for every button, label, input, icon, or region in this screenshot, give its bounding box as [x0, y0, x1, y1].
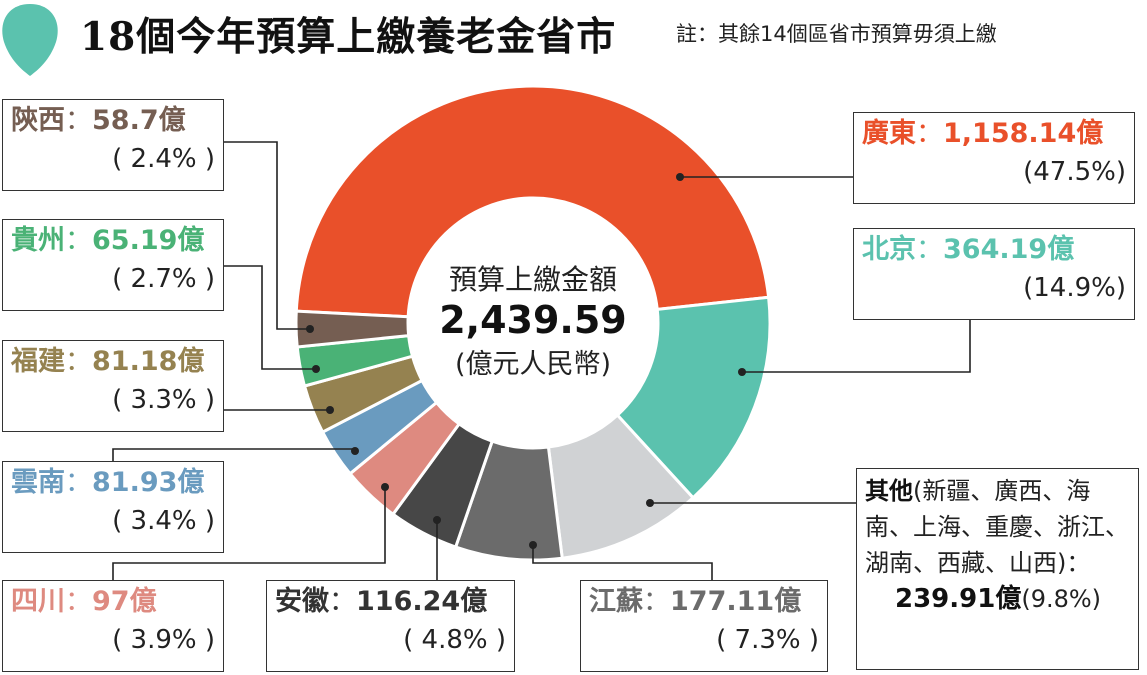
sep-guizhou: ：	[65, 225, 92, 256]
value-yunnan: 81.93億	[92, 467, 205, 498]
chart-title: 18個今年預算上繳養老金省市	[80, 14, 617, 60]
leader-dot-guangdong	[676, 173, 684, 181]
donut-center: 預算上繳金額 2,439.59 (億元人民幣)	[423, 258, 643, 381]
name-fujian: 福建	[11, 346, 65, 377]
pct-anhui: ( 4.8% )	[403, 625, 506, 655]
value-guangdong: 1,158.14億	[943, 118, 1104, 149]
sep-jiangsu: ：	[643, 586, 670, 617]
leader-shaanxi	[223, 141, 310, 330]
detail-others: (新疆、廣西、海南、上海、重慶、浙江、湖南、西藏、山西)：	[865, 477, 1129, 577]
leader-sichuan	[112, 487, 386, 582]
value-others: 239.91億	[895, 584, 1022, 614]
label-others: 其他(新疆、廣西、海南、上海、重慶、浙江、湖南、西藏、山西)： 239.91億(…	[856, 468, 1139, 670]
pct-others: (9.8%)	[1021, 585, 1102, 613]
value-sichuan: 97億	[92, 586, 157, 617]
pct-sichuan: ( 3.9% )	[112, 625, 215, 655]
name-shaanxi: 陝西	[11, 105, 65, 136]
leader-dot-guizhou	[312, 365, 320, 373]
footnote: 註：其餘14個區省市預算毋須上繳	[676, 22, 997, 46]
name-sichuan: 四川	[11, 586, 65, 617]
label-guangdong: 廣東：1,158.14億 (47.5%)	[853, 112, 1135, 204]
pct-yunnan: ( 3.4% )	[112, 506, 215, 536]
value-beijing: 364.19億	[943, 234, 1075, 265]
sep-anhui: ：	[329, 586, 356, 617]
label-anhui: 安徽：116.24億 ( 4.8% )	[266, 580, 515, 672]
value-shaanxi: 58.7億	[92, 105, 186, 136]
drop-icon	[2, 4, 58, 76]
donut-hole	[408, 198, 658, 448]
pct-jiangsu: ( 7.3% )	[716, 625, 819, 655]
name-anhui: 安徽	[275, 586, 329, 617]
value-anhui: 116.24億	[356, 586, 488, 617]
leader-dot-anhui	[433, 516, 441, 524]
sep-fujian: ：	[65, 346, 92, 377]
sep-guangdong: ：	[916, 118, 943, 149]
leader-dot-shaanxi	[306, 325, 314, 333]
leader-dot-others	[646, 499, 654, 507]
pct-shaanxi: ( 2.4% )	[112, 144, 215, 174]
pct-beijing: (14.9%)	[1023, 273, 1126, 303]
sep-yunnan: ：	[65, 467, 92, 498]
label-yunnan: 雲南：81.93億 ( 3.4% )	[2, 461, 224, 553]
name-guizhou: 貴州	[11, 225, 65, 256]
name-beijing: 北京	[862, 234, 916, 265]
label-guizhou: 貴州：65.19億 ( 2.7% )	[2, 219, 224, 311]
leader-dot-fujian	[326, 406, 334, 414]
pct-fujian: ( 3.3% )	[112, 385, 215, 415]
label-fujian: 福建：81.18億 ( 3.3% )	[2, 340, 224, 432]
name-jiangsu: 江蘇	[589, 586, 643, 617]
sep-beijing: ：	[916, 234, 943, 265]
center-unit: (億元人民幣)	[454, 349, 612, 380]
center-label: 預算上繳金額	[448, 263, 617, 296]
name-yunnan: 雲南	[11, 467, 65, 498]
pct-guizhou: ( 2.7% )	[112, 264, 215, 294]
value-fujian: 81.18億	[92, 346, 205, 377]
value-jiangsu: 177.11億	[670, 586, 802, 617]
sep-shaanxi: ：	[65, 105, 92, 136]
pct-guangdong: (47.5%)	[1023, 157, 1126, 187]
leader-dot-yunnan	[351, 447, 359, 455]
center-total: 2,439.59	[439, 298, 627, 342]
leader-dot-jiangsu	[529, 541, 537, 549]
value-guizhou: 65.19億	[92, 225, 205, 256]
leader-dot-beijing	[738, 368, 746, 376]
leader-jiangsu	[532, 545, 713, 582]
leader-guizhou	[223, 265, 316, 370]
leader-beijing	[742, 318, 971, 373]
name-others: 其他	[865, 477, 913, 505]
leader-dot-sichuan	[381, 483, 389, 491]
label-shaanxi: 陝西：58.7億 ( 2.4% )	[2, 99, 224, 191]
label-sichuan: 四川：97億 ( 3.9% )	[2, 580, 224, 672]
sep-sichuan: ：	[65, 586, 92, 617]
label-beijing: 北京：364.19億 (14.9%)	[853, 228, 1135, 320]
label-jiangsu: 江蘇：177.11億 ( 7.3% )	[580, 580, 828, 672]
name-guangdong: 廣東	[862, 118, 916, 149]
